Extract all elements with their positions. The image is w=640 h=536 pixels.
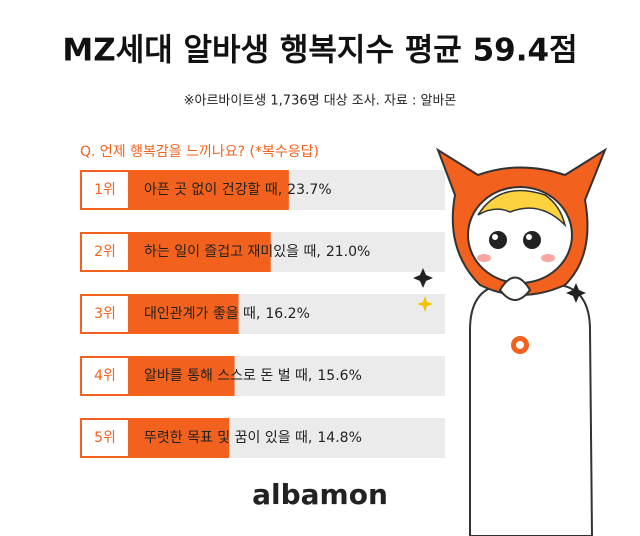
brand-logo: albamon: [252, 478, 388, 511]
bar-label: 알바를 통해 스스로 돈 벌 때, 15.6%: [144, 368, 362, 384]
bar: [130, 232, 271, 272]
bars: 1위 아픈 곳 없이 건강할 때, 23.7% 2위 하는 일이 즐겁고 재미있을 때,…: [80, 170, 445, 458]
bar: [130, 294, 239, 334]
bar: [130, 170, 289, 210]
value-label: 21.0%: [326, 244, 370, 260]
value-label: 23.7%: [287, 182, 331, 198]
rank-label: 1위: [94, 182, 116, 198]
rank-label: 4위: [94, 368, 116, 384]
rank-label: 3위: [94, 306, 116, 322]
bar: [130, 356, 235, 396]
rank-box: [80, 170, 130, 210]
bar-label: 대인관계가 좋을 때, 16.2%: [144, 306, 310, 322]
bar: [130, 418, 230, 458]
rank-label: 5위: [94, 430, 116, 446]
category-label: 아픈 곳 없이 건강할 때,: [144, 182, 282, 198]
bar-label: 하는 일이 즐겁고 재미있을 때, 21.0%: [144, 244, 370, 260]
rank-box: [80, 232, 130, 272]
bar-label: 뚜렷한 목표 및 꿈이 있을 때, 14.8%: [144, 430, 362, 446]
chart-title: MZ세대 알바생 행복지수 평균 59.4점: [62, 33, 577, 69]
bar-label: 아픈 곳 없이 건강할 때, 23.7%: [144, 182, 332, 198]
rank-box: [80, 294, 130, 334]
category-label: 대인관계가 좋을 때,: [144, 306, 260, 322]
subtitle: ※아르바이트생 1,736명 대상 조사. 자료 : 알바몬: [184, 94, 457, 109]
category-label: 알바를 통해 스스로 돈 벌 때,: [144, 368, 312, 384]
value-label: 14.8%: [317, 430, 361, 446]
rank-box: [80, 418, 130, 458]
rank-box: [80, 356, 130, 396]
mascot: [413, 147, 608, 536]
rank-label: 2위: [94, 244, 116, 260]
value-label: 15.6%: [317, 368, 361, 384]
value-label: 16.2%: [265, 306, 309, 322]
category-label: 뚜렷한 목표 및 꿈이 있을 때,: [144, 430, 312, 446]
category-label: 하는 일이 즐겁고 재미있을 때,: [144, 244, 321, 260]
question: Q. 언제 행복감을 느끼나요? (*복수응답): [80, 144, 319, 160]
